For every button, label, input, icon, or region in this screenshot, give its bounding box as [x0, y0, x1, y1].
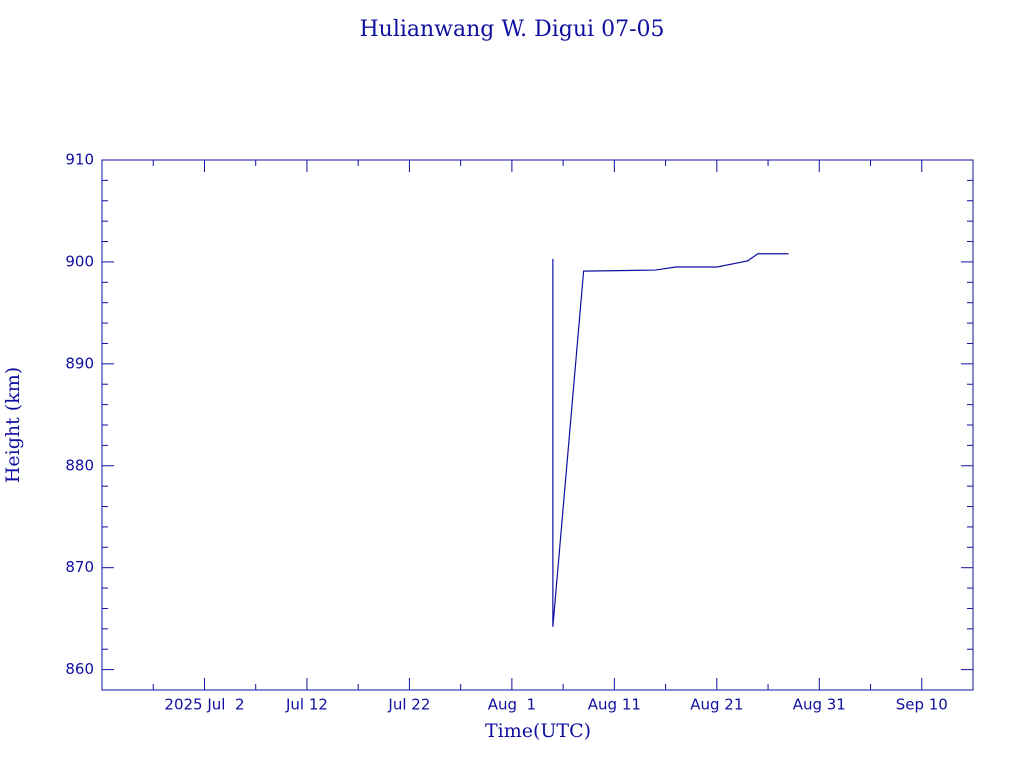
x-tick-label: Aug 31 — [793, 696, 846, 714]
x-tick-label: Jul 22 — [387, 696, 430, 714]
x-axis-label: Time(UTC) — [485, 720, 591, 742]
y-tick-label: 900 — [65, 252, 94, 270]
y-axis-label: Height (km) — [2, 367, 24, 483]
data-line — [552, 253, 789, 627]
y-tick-label: 870 — [65, 558, 94, 576]
chart-title: Hulianwang W. Digui 07-05 — [359, 17, 664, 42]
x-tick-label: Aug 11 — [588, 696, 641, 714]
x-tick-label: Sep 10 — [896, 696, 948, 714]
x-tick-label: Aug 1 — [488, 696, 536, 714]
x-tick-label: 2025 Jul 2 — [164, 696, 244, 714]
x-tick-label: Jul 12 — [285, 696, 328, 714]
y-tick-label: 860 — [65, 660, 94, 678]
y-tick-label: 910 — [65, 151, 94, 169]
y-tick-label: 890 — [65, 354, 94, 372]
x-tick-label: Aug 21 — [690, 696, 743, 714]
plot-frame — [101, 159, 974, 691]
y-tick-label: 880 — [65, 456, 94, 474]
